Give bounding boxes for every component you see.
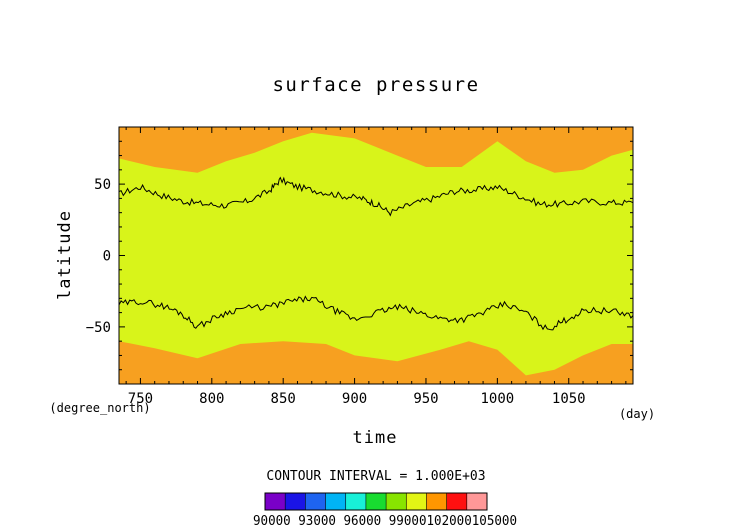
x-tick-label: 1050 <box>552 391 586 407</box>
x-tick-label: 750 <box>128 391 153 407</box>
y-tick-label: 0 <box>103 249 111 265</box>
colorbar-swatch <box>305 493 326 510</box>
x-axis-ticks: 750 800 850 900 950 1000 1050 <box>125 127 627 407</box>
y-tick-label: 50 <box>94 177 111 193</box>
north-high-pressure-region <box>119 127 633 173</box>
colorbar-swatch <box>325 493 346 510</box>
south-contour-line <box>118 295 634 331</box>
y-axis-label: latitude <box>55 210 75 300</box>
colorbar-swatch <box>265 493 286 510</box>
colorbar-labels: 90000 93000 96000 99000102000105000 <box>253 514 517 529</box>
x-tick-label: 950 <box>413 391 438 407</box>
chart-title: surface pressure <box>272 74 479 96</box>
y-unit-label: (degree_north) <box>49 401 150 415</box>
colorbar-swatch <box>466 493 487 510</box>
colorbar-swatch <box>406 493 427 510</box>
colorbar-swatch <box>446 493 467 510</box>
colorbar-swatch <box>345 493 366 510</box>
x-unit-label: (day) <box>619 407 655 421</box>
x-tick-label: 800 <box>199 391 224 407</box>
colorbar-frame <box>264 492 488 511</box>
colorbar-swatch <box>386 493 407 510</box>
colorbar-swatch <box>285 493 306 510</box>
colorbar-swatch <box>426 493 447 510</box>
y-axis-ticks: 50 0 −50 <box>86 140 633 371</box>
south-high-pressure-region <box>119 341 633 384</box>
y-tick-label: −50 <box>86 320 111 336</box>
contour-interval-text: CONTOUR INTERVAL = 1.000E+03 <box>266 469 485 484</box>
north-contour-line <box>118 176 634 217</box>
x-axis-label: time <box>353 428 398 448</box>
colorbar <box>264 492 488 511</box>
colorbar-swatch <box>365 493 387 510</box>
plot-area <box>118 126 634 385</box>
x-tick-label: 1000 <box>481 391 515 407</box>
x-tick-label: 850 <box>271 391 296 407</box>
x-tick-label: 900 <box>342 391 367 407</box>
